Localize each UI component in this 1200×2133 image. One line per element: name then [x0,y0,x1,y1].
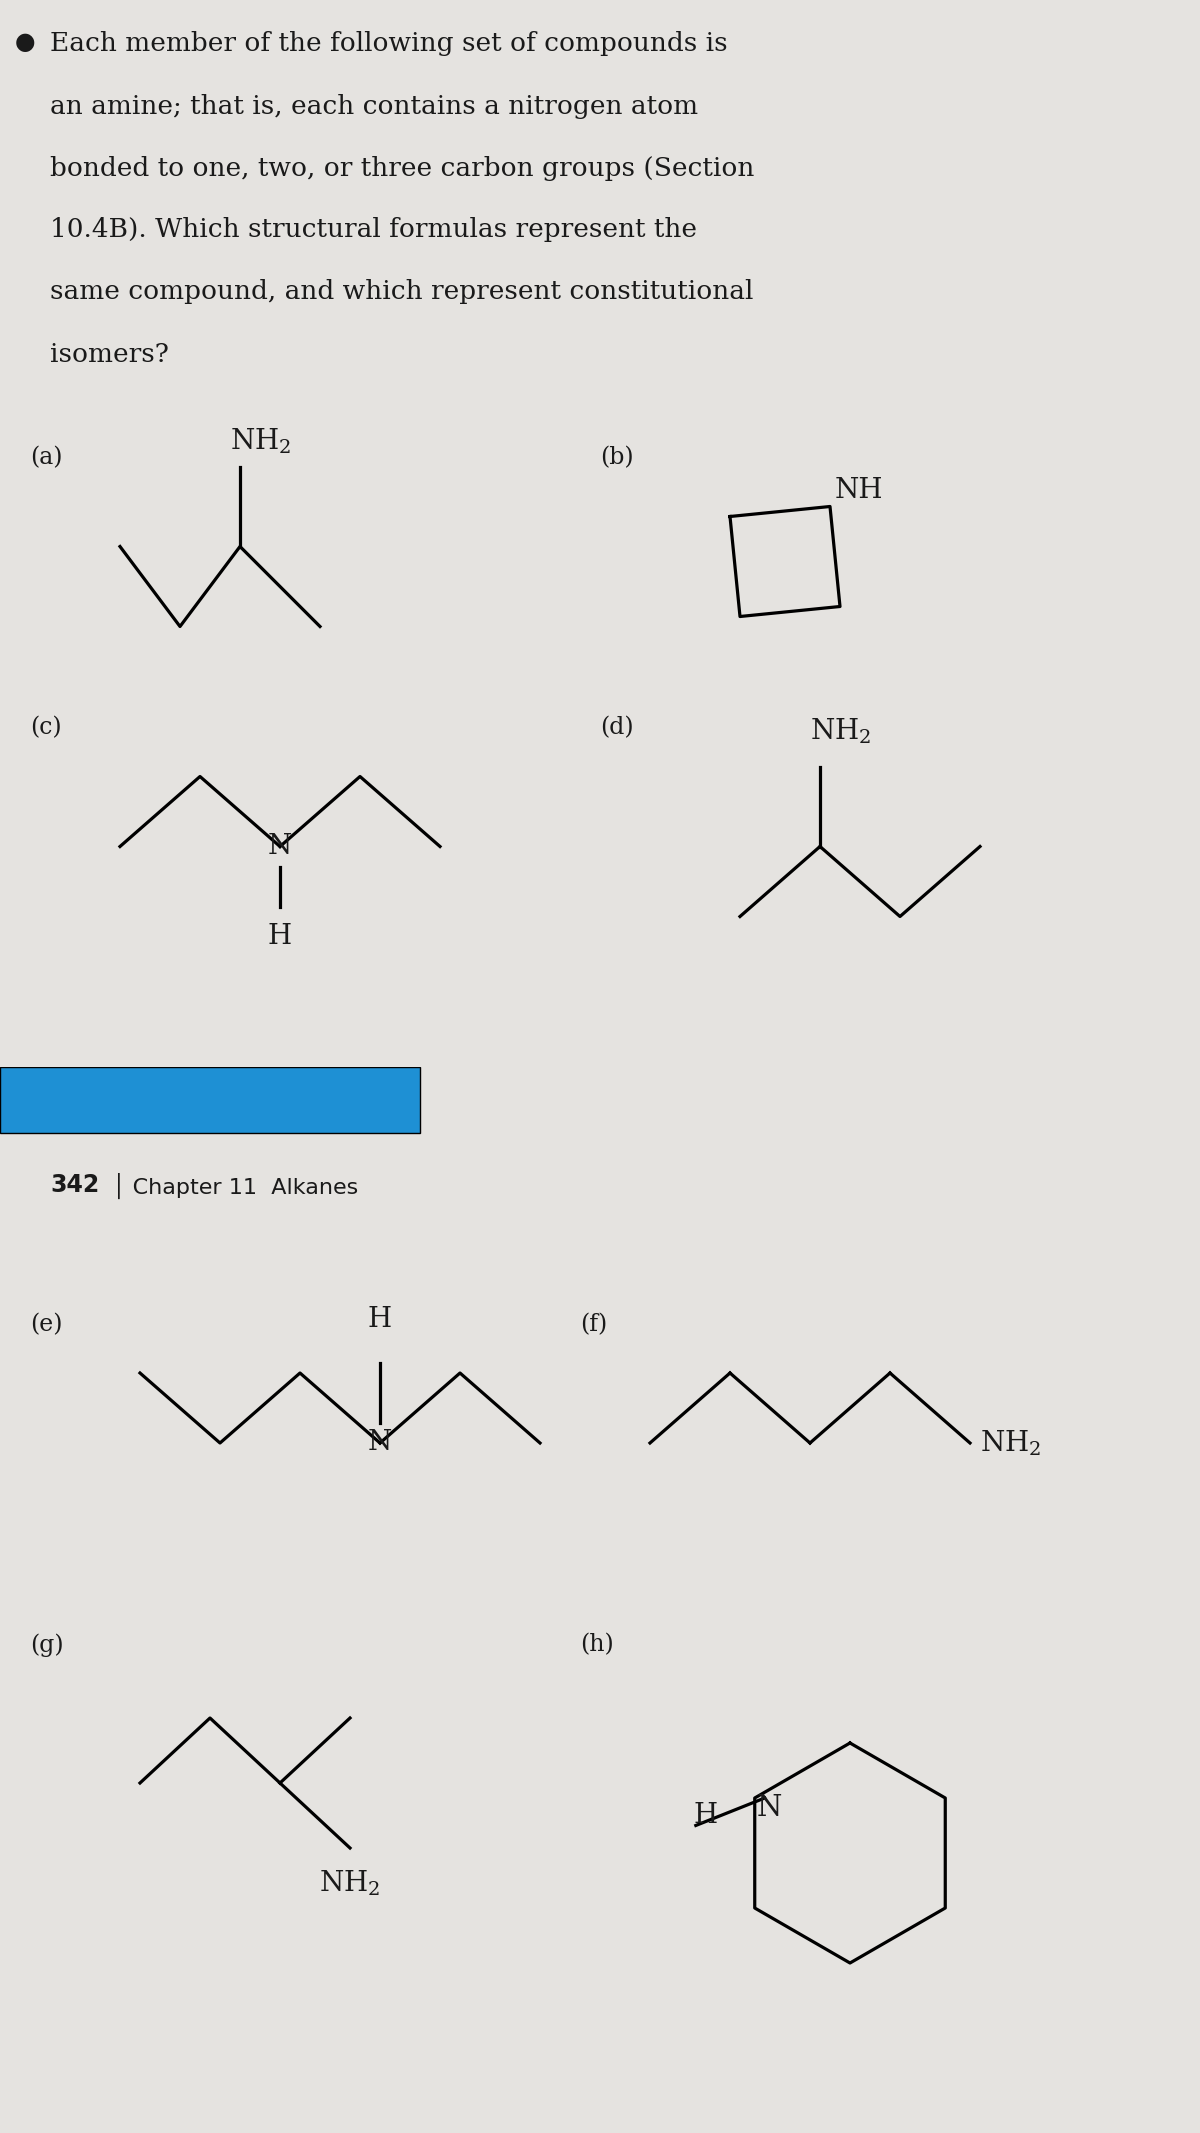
Text: ●: ● [14,32,35,55]
Text: (f): (f) [580,1314,607,1335]
Text: $\mathregular{NH_2}$: $\mathregular{NH_2}$ [319,1869,380,1898]
Text: same compound, and which represent constitutional: same compound, and which represent const… [50,279,754,305]
Text: $\mathregular{NH_2}$: $\mathregular{NH_2}$ [230,427,292,456]
FancyBboxPatch shape [0,1066,420,1133]
Text: (d): (d) [600,717,634,740]
Text: N: N [268,834,292,860]
Text: H: H [368,1305,392,1333]
Text: N: N [757,1794,782,1822]
Text: (e): (e) [30,1314,62,1335]
Text: │ Chapter 11  Alkanes: │ Chapter 11 Alkanes [106,1173,359,1199]
Text: $\mathregular{NH_2}$: $\mathregular{NH_2}$ [980,1429,1042,1457]
Text: (g): (g) [30,1634,64,1657]
Text: bonded to one, two, or three carbon groups (Section: bonded to one, two, or three carbon grou… [50,156,755,181]
Text: (b): (b) [600,446,634,469]
Text: H: H [268,924,292,949]
Text: 10.4B). Which structural formulas represent the: 10.4B). Which structural formulas repres… [50,218,697,243]
Text: an amine; that is, each contains a nitrogen atom: an amine; that is, each contains a nitro… [50,94,698,119]
Text: isomers?: isomers? [50,341,169,367]
Text: (h): (h) [580,1634,613,1655]
Text: H: H [694,1802,718,1828]
Text: NH: NH [835,478,883,506]
Text: Each member of the following set of compounds is: Each member of the following set of comp… [50,32,727,55]
Text: $\mathregular{NH_2}$: $\mathregular{NH_2}$ [810,717,871,747]
Text: N: N [368,1429,392,1457]
Text: (c): (c) [30,717,61,740]
Text: (a): (a) [30,446,62,469]
Text: 342: 342 [50,1173,100,1197]
